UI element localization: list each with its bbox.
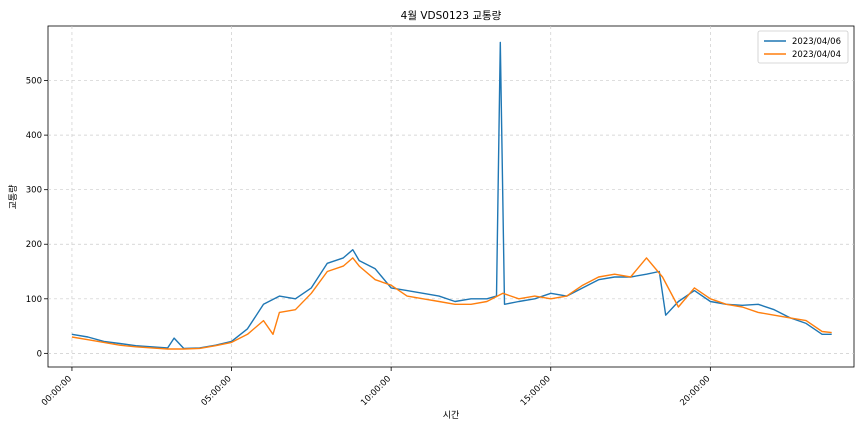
x-tick-label: 20:00:00 bbox=[678, 374, 712, 408]
plot-area bbox=[47, 25, 855, 368]
series-layer bbox=[71, 41, 832, 350]
y-tick-label: 500 bbox=[26, 77, 42, 87]
x-tick-label: 05:00:00 bbox=[200, 374, 234, 408]
x-tick-label: 00:00:00 bbox=[40, 374, 74, 408]
y-tick-label: 200 bbox=[26, 240, 42, 250]
chart-title: 4월 VDS0123 교통량 bbox=[401, 10, 502, 22]
legend-label-2023-04-04: 2023/04/04 bbox=[792, 50, 841, 60]
legend: 2023/04/06 2023/04/04 bbox=[757, 30, 849, 64]
x-axis-title: 시간 bbox=[443, 410, 460, 421]
series-line-2023-04-04 bbox=[71, 257, 832, 350]
y-tick-label: 400 bbox=[26, 131, 42, 141]
legend-box bbox=[757, 30, 849, 64]
grid bbox=[48, 26, 854, 367]
y-tick-label: 300 bbox=[26, 186, 42, 196]
y-tick-label: 100 bbox=[26, 295, 42, 305]
legend-label-2023-04-06: 2023/04/06 bbox=[792, 37, 841, 47]
y-tick-label: 0 bbox=[37, 349, 42, 359]
x-tick-label: 10:00:00 bbox=[359, 374, 393, 408]
y-axis-title: 교통량 bbox=[7, 185, 19, 210]
x-tick-label: 15:00:00 bbox=[519, 374, 553, 408]
